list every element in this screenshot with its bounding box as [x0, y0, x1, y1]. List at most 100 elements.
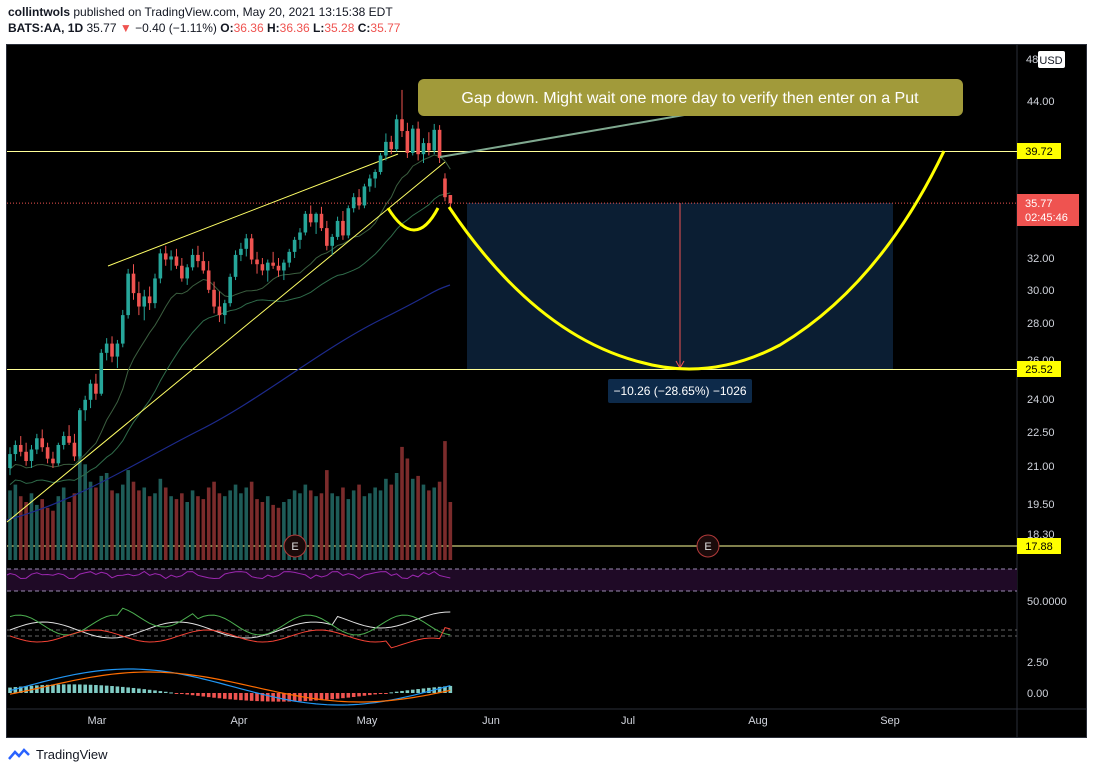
volume-bar [94, 487, 98, 560]
macd-histogram-bar [99, 685, 104, 693]
candle-body [126, 273, 130, 316]
candle-body [394, 119, 399, 150]
candle-body [174, 256, 179, 266]
close-label: C: [357, 21, 371, 35]
publish-line: collintwols published on TradingView.com… [8, 4, 400, 20]
macd-histogram-bar [185, 693, 190, 695]
candle [298, 228, 302, 249]
rsi-panel[interactable] [6, 568, 1017, 592]
earnings-marker-2[interactable]: E [696, 534, 720, 558]
candle [67, 425, 71, 445]
volume-bar [314, 496, 318, 560]
candle-body [56, 444, 61, 464]
candle [201, 251, 206, 274]
macd-histogram-bar [384, 693, 388, 694]
volume-bar [131, 481, 136, 560]
low-label: L: [313, 21, 325, 35]
small-cup-curve[interactable] [386, 207, 440, 232]
candle [271, 251, 275, 269]
macd-histogram-bar [206, 693, 211, 698]
volume-bar [271, 504, 275, 560]
macd-histogram-bar [351, 693, 356, 698]
symbol-interval[interactable]: BATS:AA, 1D [8, 21, 84, 35]
price-axis[interactable]: 44.0032.0030.0028.0026.0024.0022.5021.00… [1027, 96, 1055, 541]
candle [400, 89, 404, 138]
volume-bar [24, 502, 28, 560]
candle [410, 125, 415, 156]
candle-body [147, 296, 152, 304]
candle-body [265, 262, 270, 271]
candle [292, 236, 297, 258]
panel-separators [7, 45, 1086, 737]
candle [384, 133, 388, 161]
candle-body [335, 220, 340, 237]
volume-bar [239, 493, 243, 560]
candle [373, 169, 377, 188]
candlesticks[interactable] [8, 89, 453, 476]
macd-histogram-bar [367, 693, 372, 696]
volume-bar [196, 496, 200, 560]
time-tick-label: Sep [880, 715, 900, 727]
macd-panel[interactable] [8, 668, 453, 706]
stoch-k-line [9, 611, 451, 639]
candle [110, 336, 114, 363]
resistance-price-tag[interactable]: 39.72 [1017, 143, 1061, 159]
candle [18, 436, 23, 457]
price-tick-label: 22.50 [1027, 427, 1055, 439]
candle [325, 220, 329, 251]
candle-body [196, 254, 200, 262]
support-price-tag[interactable]: 25.52 [1017, 361, 1061, 377]
footer-brand[interactable]: TradingView [36, 746, 108, 762]
macd-histogram-bar [416, 689, 420, 693]
volume-bar [276, 507, 281, 560]
volume-bar [308, 490, 313, 560]
macd-axis-label-zero: 0.00 [1027, 688, 1048, 700]
measure-label-box [608, 379, 752, 403]
low-price-tag[interactable]: 17.88 [1017, 538, 1061, 554]
current-price-tag[interactable]: 35.77 02:45:46 [1017, 194, 1079, 226]
price-tick-label: 44.00 [1027, 96, 1055, 108]
volume-bar [147, 496, 152, 560]
currency-text: USD [1039, 55, 1062, 67]
candle-body [341, 220, 345, 236]
candle-body [45, 447, 50, 459]
candle [287, 248, 292, 268]
volume-bar [260, 502, 265, 560]
candle-body [185, 267, 190, 279]
candle-body [35, 438, 39, 450]
author-name[interactable]: collintwols [8, 5, 71, 19]
candle [99, 349, 104, 396]
volume-bar [126, 470, 130, 560]
currency-badge[interactable] [1038, 51, 1065, 68]
high-label: H: [266, 21, 280, 35]
rising-wedge-lines[interactable] [6, 153, 446, 523]
time-axis[interactable]: Mar Apr May Jun Jul Aug Sep [88, 715, 900, 727]
candle [88, 379, 93, 409]
large-cup-curve[interactable] [447, 150, 946, 371]
svg-text:E: E [704, 541, 711, 553]
candle [126, 268, 130, 319]
volume-bar [180, 493, 184, 560]
volume-bar [56, 496, 61, 560]
earnings-marker-1[interactable]: E [283, 534, 307, 558]
candle [24, 442, 28, 466]
macd-histogram-bar [120, 686, 125, 693]
candle [346, 205, 351, 239]
candle-body [303, 213, 308, 233]
candle [174, 248, 179, 269]
candle [153, 273, 157, 309]
horizontal-levels[interactable] [7, 150, 1017, 547]
candle [432, 123, 437, 155]
volume-bar [394, 473, 399, 560]
annotation-callout[interactable] [418, 79, 963, 116]
candle-body [437, 129, 442, 158]
tradingview-logo-icon[interactable] [8, 747, 30, 761]
macd-histogram-bar [223, 693, 227, 699]
candle-body [405, 131, 410, 153]
candle-body [83, 399, 87, 411]
macd-histogram-bar [126, 687, 130, 693]
volume-bar [330, 493, 334, 560]
candle-body [51, 458, 55, 464]
stochastic-panel[interactable] [7, 607, 1017, 649]
